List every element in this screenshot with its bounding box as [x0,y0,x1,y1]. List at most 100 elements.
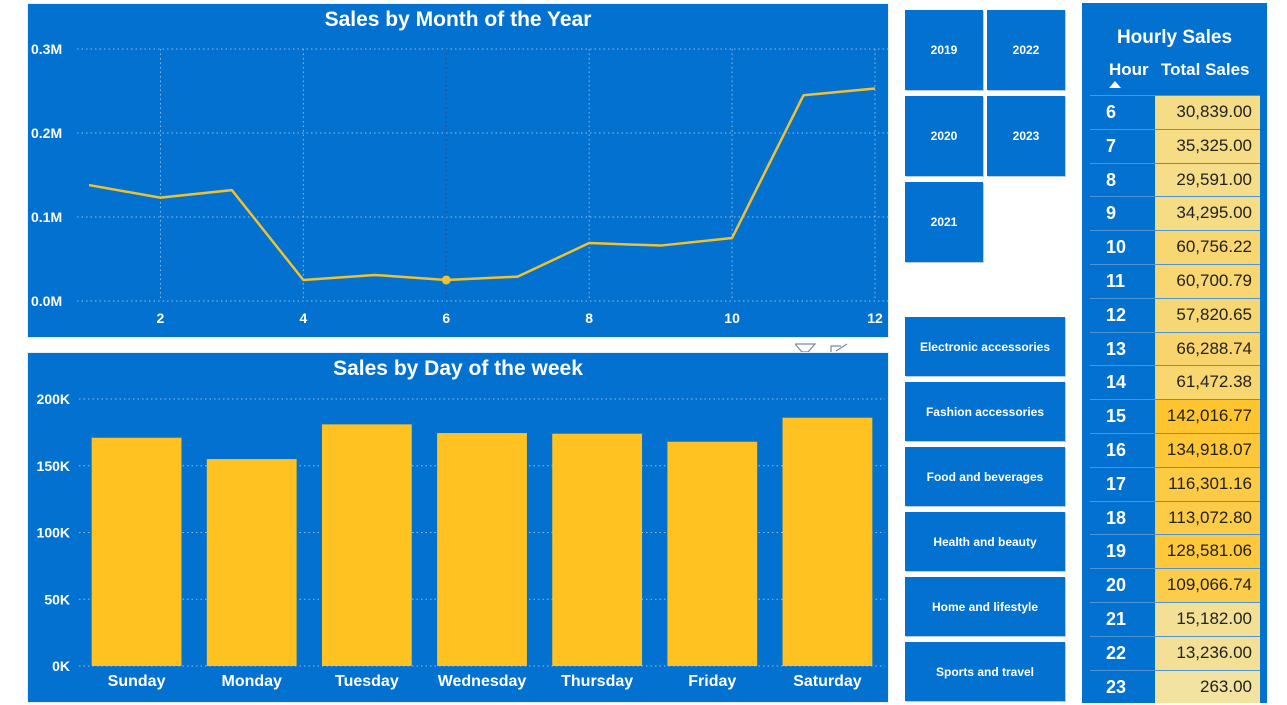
day-chart-panel[interactable]: Sales by Day of the week 0K 50K 100K 150K 20… [27,352,889,703]
hour-cell: 22 [1106,642,1127,663]
y-tick-label: 200K [37,391,70,407]
hour-cell: 8 [1106,169,1117,190]
x-tick-label: Saturday [793,673,862,690]
sort-ascending-icon[interactable] [1109,81,1121,88]
focus-mode-icon[interactable] [830,343,848,353]
table-row[interactable]: 22 13,236.00 [1090,635,1260,670]
bar[interactable] [667,441,758,666]
table-row[interactable]: 23 263.00 [1090,669,1260,704]
category-button-health-and-beauty[interactable]: Health and beauty [905,512,1065,571]
hour-cell: 15 [1106,406,1127,427]
category-button-electronic-accessories[interactable]: Electronic accessories [905,317,1065,376]
year-button-2022[interactable]: 2022 [987,10,1065,90]
x-tick-label: 10 [724,310,740,326]
x-tick-label: Monday [221,673,282,690]
day-chart-title: Sales by Day of the week [333,357,583,380]
x-tick-label: 12 [867,310,883,326]
filter-icon[interactable] [795,343,817,353]
hour-cell: 12 [1106,304,1127,325]
hourly-sales-table[interactable]: Hourly Sales Hour Total Sales 6 30,839.00… [1082,3,1267,704]
hour-cell: 17 [1106,473,1127,494]
category-button-sports-and-travel[interactable]: Sports and travel [905,642,1065,701]
total-sales-cell: 109,066.74 [1155,569,1260,602]
total-sales-cell: 113,072.80 [1155,501,1260,535]
line-point[interactable] [441,275,451,285]
x-tick-label: 4 [299,310,307,326]
table-row[interactable]: 20 109,066.74 [1090,568,1260,602]
total-sales-cell: 60,700.79 [1155,264,1260,298]
y-tick-label: 50K [44,591,70,607]
table-row[interactable]: 19 128,581.06 [1090,534,1260,569]
bar[interactable] [206,459,297,666]
bar[interactable] [91,437,182,666]
y-tick-label: 0.1M [31,209,62,225]
total-sales-cell: 61,472.38 [1155,366,1260,400]
column-header-hour[interactable]: Hour [1109,60,1149,79]
hour-cell: 10 [1106,237,1127,258]
month-chart-panel[interactable]: Sales by Month of the Year 0.0M 0.1M 0.2M 0… [27,3,889,338]
total-sales-cell: 134,918.07 [1155,433,1260,467]
table-row[interactable]: 16 134,918.07 [1090,432,1260,467]
total-sales-cell: 15,182.00 [1155,602,1260,636]
year-button-2020[interactable]: 2020 [905,96,983,176]
year-button-2021[interactable]: 2021 [905,182,983,262]
total-sales-cell: 116,301.16 [1155,467,1260,501]
x-tick-label: Thursday [561,673,633,690]
hour-cell: 7 [1106,135,1117,156]
year-button-2023[interactable]: 2023 [987,96,1065,176]
table-row[interactable]: 9 34,295.00 [1090,196,1260,231]
hour-cell: 18 [1106,507,1127,528]
x-tick-label: Friday [688,673,736,690]
hour-cell: 20 [1106,575,1127,596]
month-line-chart[interactable]: 0.0M 0.1M 0.2M 0.3M 2 4 6 8 10 12 [27,3,889,338]
table-row[interactable]: 15 142,016.77 [1090,399,1260,433]
bar[interactable] [437,433,527,666]
total-sales-cell: 263.00 [1155,670,1260,704]
bar[interactable] [321,424,412,666]
y-tick-label: 0.3M [31,41,62,57]
total-sales-cell: 34,295.00 [1155,197,1260,231]
y-tick-label: 0.0M [31,293,62,309]
total-sales-cell: 35,325.00 [1155,129,1260,163]
category-button-food-and-beverages[interactable]: Food and beverages [905,447,1065,506]
hourly-rows: 6 30,839.00 7 35,325.00 8 29,591.00 9 34,295.00… [1090,95,1260,704]
category-button-fashion-accessories[interactable]: Fashion accessories [905,382,1065,441]
category-button-home-and-lifestyle[interactable]: Home and lifestyle [905,577,1065,636]
month-chart-title: Sales by Month of the Year [324,8,592,31]
hour-cell: 14 [1106,372,1127,393]
table-row[interactable]: 8 29,591.00 [1090,162,1260,197]
table-row[interactable]: 6 30,839.00 [1090,95,1260,129]
day-bar-chart[interactable]: 0K 50K 100K 150K 200K Sunday Monday Tuesday Wedn… [27,352,889,703]
y-tick-label: 100K [37,525,70,541]
bar[interactable] [552,433,643,666]
x-tick-label: 2 [157,310,165,326]
y-tick-label: 150K [37,458,70,474]
x-tick-label: Wednesday [438,673,527,690]
table-row[interactable]: 13 66,288.74 [1090,331,1260,366]
hour-cell: 21 [1106,608,1127,629]
total-sales-cell: 128,581.06 [1155,535,1260,569]
total-sales-cell: 60,756.22 [1155,231,1260,264]
x-tick-label: Tuesday [335,673,399,690]
table-row[interactable]: 14 61,472.38 [1090,365,1260,400]
bar[interactable] [782,417,873,666]
total-sales-cell: 142,016.77 [1155,400,1260,433]
total-sales-cell: 30,839.00 [1155,96,1260,129]
table-row[interactable]: 7 35,325.00 [1090,128,1260,163]
total-sales-cell: 29,591.00 [1155,163,1260,197]
year-button-2019[interactable]: 2019 [905,10,983,90]
column-header-total-sales[interactable]: Total Sales [1161,60,1250,79]
table-row[interactable]: 21 15,182.00 [1090,601,1260,636]
table-row[interactable]: 12 57,820.65 [1090,297,1260,332]
table-row[interactable]: 18 113,072.80 [1090,500,1260,535]
table-row[interactable]: 10 60,756.22 [1090,230,1260,264]
total-sales-cell: 13,236.00 [1155,636,1260,670]
total-sales-cell: 66,288.74 [1155,332,1260,366]
table-row[interactable]: 11 60,700.79 [1090,263,1260,298]
hourly-sales-title: Hourly Sales [1116,27,1233,48]
y-tick-label: 0K [52,658,70,674]
hour-cell: 9 [1106,203,1117,224]
y-tick-label: 0.2M [31,125,62,141]
sales-line[interactable] [88,87,876,282]
table-row[interactable]: 17 116,301.16 [1090,466,1260,501]
